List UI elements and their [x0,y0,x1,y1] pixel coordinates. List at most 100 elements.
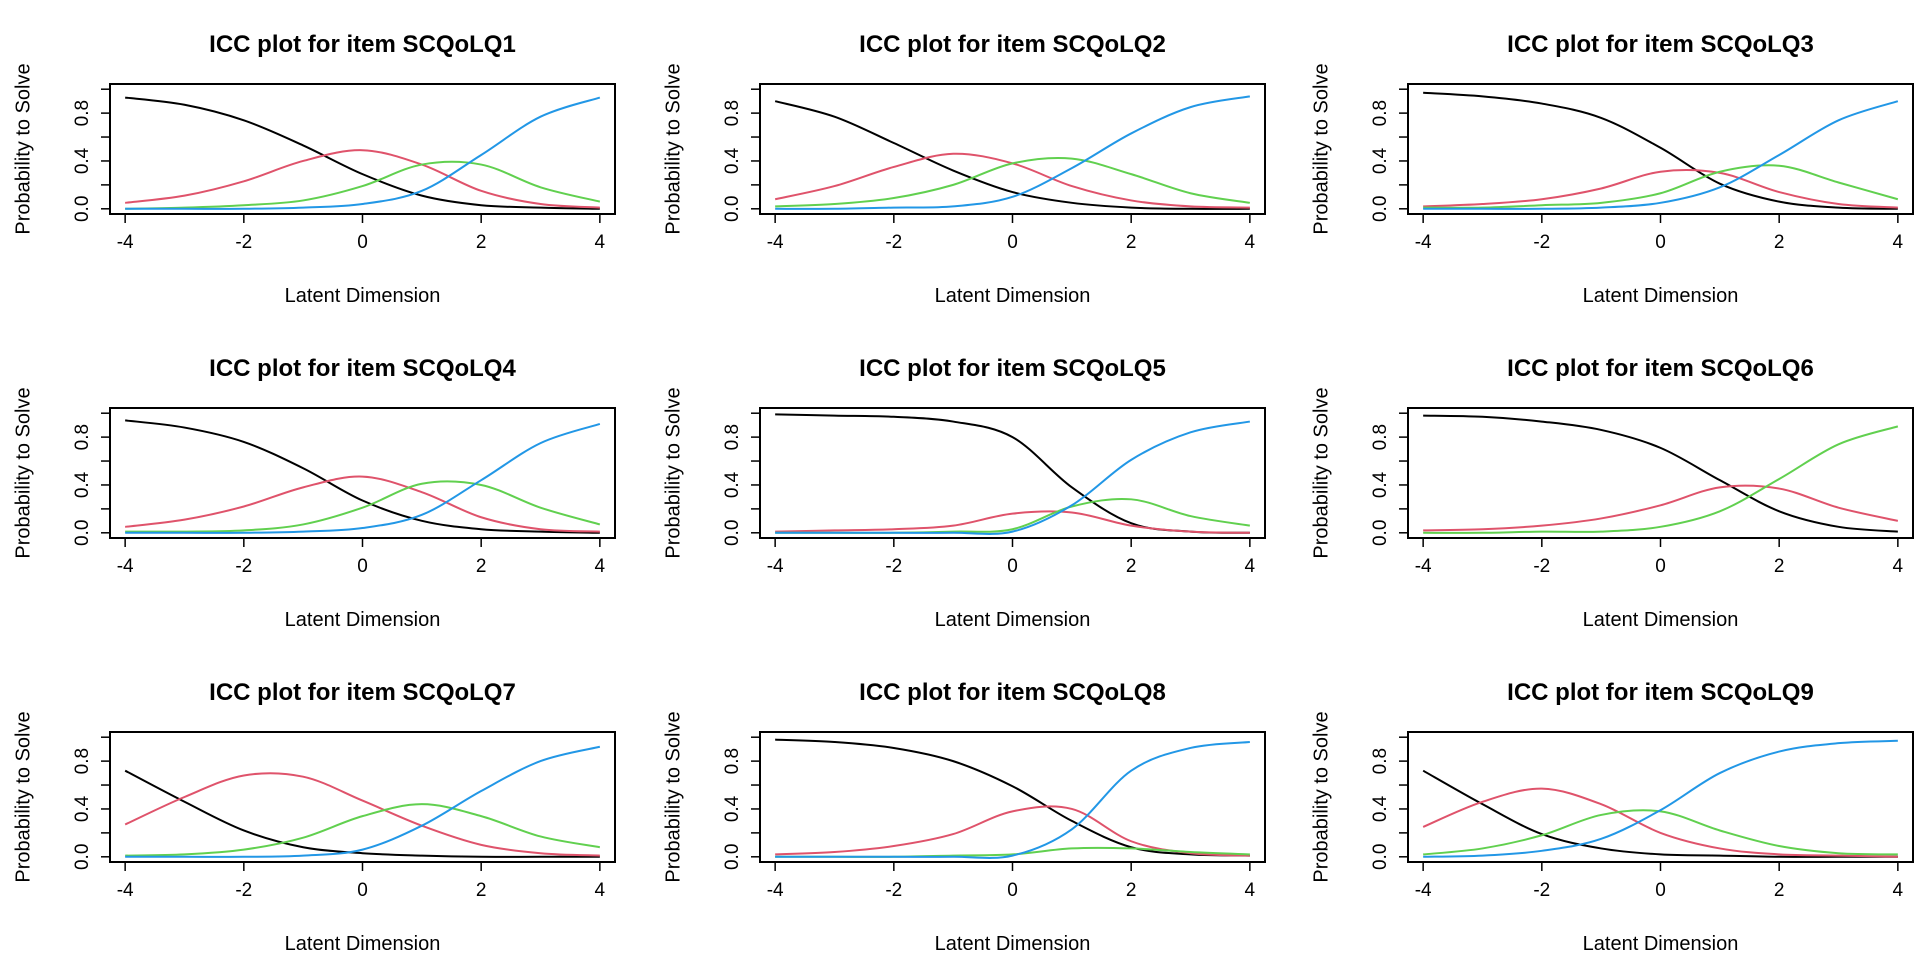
icc-panel-9: ICC plot for item SCQoLQ9 -4 -2 0 2 4 0.0 0.4 0.… [1310,679,1914,955]
icc-curve-category-3 [775,156,1251,208]
icc-curve-category-4 [775,95,1251,210]
panel-title: ICC plot for item SCQoLQ4 [209,355,516,382]
y-tick-label: 0.0 [722,844,743,870]
icc-curve-category-2 [125,149,600,209]
icc-panel-6: ICC plot for item SCQoLQ6 -4 -2 0 2 4 0.0 0.4 0.… [1310,355,1914,631]
y-tick-label: 0.0 [722,196,743,222]
y-axis-label: Probability to Solve [662,63,684,234]
x-axis-label: Latent Dimension [935,285,1091,307]
icc-curve-category-2 [124,772,600,857]
x-tick-label: 2 [476,232,487,253]
y-tick-label: 0.4 [1370,147,1391,174]
y-tick-label: 0.8 [722,424,743,450]
y-tick-label: 0.8 [722,100,743,126]
icc-curve-category-4 [125,745,601,858]
x-axis-label: Latent Dimension [285,609,441,631]
x-tick-label: 4 [1893,880,1904,901]
y-tick-label: 0.0 [1370,196,1391,222]
y-tick-label: 0.4 [722,471,743,498]
x-axis-label: Latent Dimension [935,609,1091,631]
y-tick-label: 0.0 [1370,520,1391,546]
y-tick-label: 0.8 [1370,748,1391,774]
x-tick-label: 2 [1126,880,1137,901]
x-tick-label: -2 [235,880,252,901]
x-tick-label: -4 [117,556,134,577]
x-tick-label: -4 [767,232,784,253]
y-tick-label: 0.0 [72,196,93,222]
x-tick-label: 0 [1007,232,1018,253]
icc-curve-category-2 [775,510,1250,534]
x-tick-label: 4 [595,880,606,901]
icc-curve-category-3 [1423,164,1899,209]
x-tick-label: -2 [885,880,902,901]
x-tick-label: 4 [1245,880,1256,901]
x-tick-label: -2 [1533,232,1550,253]
plot-frame [1407,83,1914,215]
icc-curve-category-1 [1423,414,1898,533]
icc-curve-category-3 [775,497,1251,534]
panel-title: ICC plot for item SCQoLQ3 [1507,31,1814,58]
x-tick-label: 4 [1893,232,1904,253]
icc-curve-category-3 [125,160,601,210]
y-tick-label: 0.4 [72,147,93,174]
x-axis-label: Latent Dimension [1583,285,1739,307]
x-axis-label: Latent Dimension [935,933,1091,955]
x-tick-label: -2 [885,556,902,577]
icc-curve-category-4 [775,420,1251,535]
x-tick-label: 2 [1774,232,1785,253]
y-axis-label: Probability to Solve [12,387,34,558]
x-axis-label: Latent Dimension [285,933,441,955]
y-axis-label: Probability to Solve [662,711,684,882]
y-tick-label: 0.8 [72,748,93,774]
x-tick-label: 0 [1655,556,1666,577]
x-tick-label: 4 [595,232,606,253]
y-tick-label: 0.4 [722,795,743,822]
y-axis-label: Probability to Solve [12,711,34,882]
icc-curve-category-1 [775,738,1250,857]
y-tick-label: 0.8 [1370,424,1391,450]
x-tick-label: 4 [1893,556,1904,577]
x-tick-label: -4 [1415,880,1432,901]
icc-curve-category-1 [125,419,600,534]
x-tick-label: 0 [1655,232,1666,253]
x-tick-label: 0 [357,556,368,577]
x-tick-label: 2 [1774,880,1785,901]
plot-frame [759,407,1266,539]
x-tick-label: 4 [595,556,606,577]
x-tick-label: -4 [117,880,134,901]
x-tick-label: -4 [767,556,784,577]
y-axis-label: Probability to Solve [12,63,34,234]
icc-curve-category-1 [1423,91,1898,210]
icc-panel-1: ICC plot for item SCQoLQ1 -4 -2 0 2 4 0.0 0.4 0.… [12,31,616,307]
panel-title: ICC plot for item SCQoLQ7 [209,679,516,706]
x-axis-label: Latent Dimension [1583,933,1739,955]
icc-panel-2: ICC plot for item SCQoLQ2 -4 -2 0 2 4 0.0 0.4 0.… [662,31,1266,307]
icc-curve-category-1 [125,96,600,210]
x-tick-label: -2 [1533,880,1550,901]
x-tick-label: 0 [1007,556,1018,577]
x-tick-label: -2 [885,232,902,253]
panel-title: ICC plot for item SCQoLQ9 [1507,679,1814,706]
y-tick-label: 0.4 [1370,471,1391,498]
x-tick-label: -4 [117,232,134,253]
y-tick-label: 0.8 [722,748,743,774]
plot-frame [759,83,1266,215]
y-tick-label: 0.0 [72,844,93,870]
y-tick-label: 0.4 [72,795,93,822]
y-tick-label: 0.8 [1370,100,1391,126]
icc-curve-category-1 [775,413,1250,534]
x-tick-label: -2 [1533,556,1550,577]
panel-title: ICC plot for item SCQoLQ6 [1507,355,1814,382]
x-axis-label: Latent Dimension [1583,609,1739,631]
x-tick-label: -2 [235,232,252,253]
y-tick-label: 0.8 [72,100,93,126]
icc-panel-8: ICC plot for item SCQoLQ8 -4 -2 0 2 4 0.0 0.4 0.… [662,679,1266,955]
plot-frame [1407,731,1914,863]
icc-curve-category-1 [124,769,600,858]
plot-frame [1407,407,1914,539]
y-axis-label: Probability to Solve [1310,63,1332,234]
icc-curve-category-4 [125,96,601,210]
icc-panel-4: ICC plot for item SCQoLQ4 -4 -2 0 2 4 0.0 0.4 0.… [12,355,616,631]
